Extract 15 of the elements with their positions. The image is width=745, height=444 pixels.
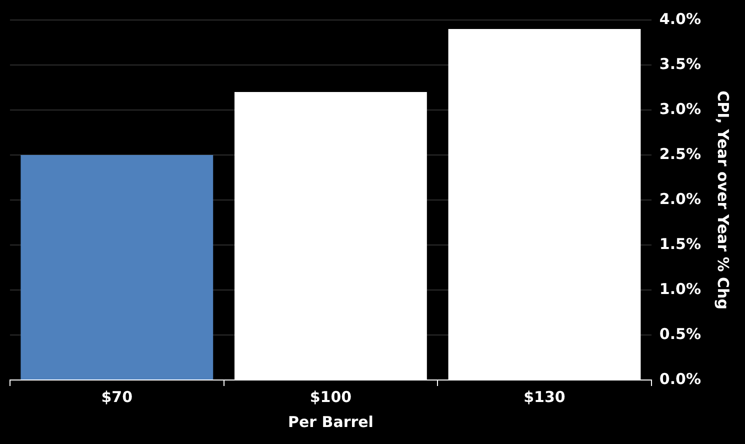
y-tick-label: 4.0% xyxy=(659,10,702,28)
y-tick-label: 3.0% xyxy=(659,100,702,118)
y-tick-label: 1.5% xyxy=(659,234,702,253)
y-tick-label: 0.0% xyxy=(659,370,702,388)
y-tick-label: 3.5% xyxy=(659,54,702,73)
y-tick-label: 2.5% xyxy=(659,144,702,163)
y-tick-label: 2.0% xyxy=(659,190,702,208)
y-tick-label: 0.5% xyxy=(659,324,702,343)
x-tick-label: $130 xyxy=(524,388,566,406)
bar xyxy=(20,155,214,380)
y-tick-label: 1.0% xyxy=(659,280,702,298)
y-axis-title: CPI, Year over Year % Chg xyxy=(714,90,732,310)
x-axis-title: Per Barrel xyxy=(288,412,374,431)
x-tick-label: $70 xyxy=(101,388,133,406)
x-tick-label: $100 xyxy=(310,388,352,406)
